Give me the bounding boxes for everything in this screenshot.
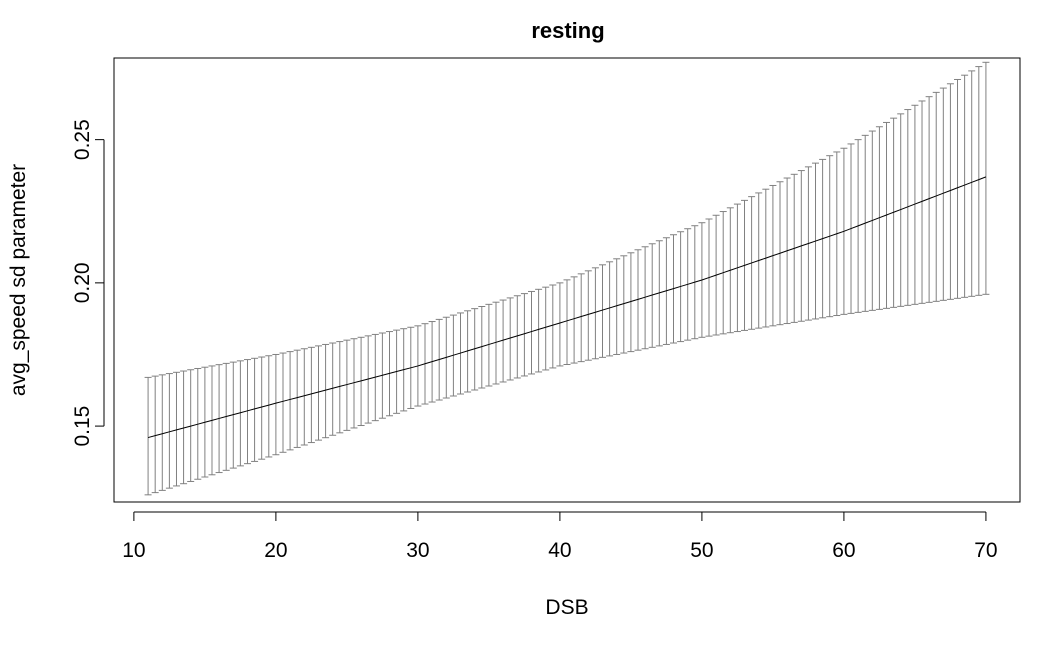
error-bar	[499, 299, 507, 383]
error-bar	[527, 290, 535, 375]
error-bar	[144, 376, 152, 496]
error-bar	[236, 360, 244, 467]
error-bar	[968, 70, 976, 297]
error-bar	[293, 349, 301, 448]
chart-title: resting	[531, 18, 604, 43]
error-bar	[954, 78, 962, 299]
error-bar	[535, 288, 543, 373]
error-bar	[563, 279, 571, 366]
error-bar	[577, 273, 585, 363]
error-bar	[975, 66, 983, 296]
error-bar	[322, 343, 330, 439]
y-tick-label: 0.20	[71, 262, 94, 303]
error-bar	[513, 295, 521, 379]
error-bar	[151, 375, 159, 494]
error-bar	[158, 374, 166, 491]
error-bar	[584, 270, 592, 361]
error-bar	[911, 104, 919, 305]
error-bar	[961, 74, 969, 298]
error-bar	[336, 341, 344, 434]
error-bar	[471, 308, 479, 391]
error-bar	[946, 83, 954, 300]
x-axis-label: DSB	[545, 596, 588, 619]
error-bar	[478, 305, 486, 389]
error-bar	[343, 339, 351, 431]
error-bar	[172, 371, 180, 487]
error-bar	[251, 357, 259, 462]
error-bar	[307, 346, 315, 444]
fit-line	[147, 176, 987, 439]
x-tick-label: 60	[832, 539, 855, 562]
error-bar	[243, 359, 251, 465]
y-axis: 0.15 0.20 0.25	[71, 119, 105, 447]
y-tick-label: 0.25	[71, 119, 94, 160]
error-bar	[606, 261, 614, 357]
error-bar	[932, 91, 940, 302]
error-bar	[300, 348, 308, 446]
error-bar	[357, 336, 365, 427]
x-tick-label: 30	[406, 539, 429, 562]
error-bar	[982, 61, 990, 295]
x-tick-label: 10	[122, 539, 145, 562]
x-tick-label: 50	[690, 539, 713, 562]
x-axis: 10 20 30 40 50 60 70	[122, 511, 998, 562]
error-bar	[485, 303, 493, 387]
error-bar	[492, 301, 500, 385]
error-bar	[925, 96, 933, 303]
y-tick-label: 0.15	[71, 406, 94, 447]
error-bar	[180, 370, 188, 485]
x-tick-label: 20	[264, 539, 287, 562]
error-bar	[599, 264, 607, 358]
error-bar	[258, 356, 266, 460]
error-bar	[279, 352, 287, 453]
x-tick-label: 70	[974, 539, 997, 562]
error-bar	[591, 267, 599, 360]
error-bar	[634, 249, 642, 351]
error-bar	[265, 355, 273, 458]
error-bar	[897, 113, 905, 307]
error-bar	[520, 293, 528, 377]
error-bar	[165, 373, 173, 489]
error-bars	[144, 61, 990, 496]
error-bar	[314, 345, 322, 441]
error-bar	[542, 286, 550, 371]
error-bar	[613, 258, 621, 355]
error-bar	[918, 100, 926, 304]
y-axis-label: avg_speed sd parameter	[7, 164, 30, 396]
error-bar	[549, 284, 557, 369]
plot-frame	[113, 57, 1021, 503]
error-bar	[904, 109, 912, 306]
error-bar	[627, 252, 635, 353]
error-bar	[570, 276, 578, 364]
error-bar	[272, 353, 280, 456]
x-tick-label: 40	[548, 539, 571, 562]
error-bar	[641, 246, 649, 350]
error-bar	[329, 342, 337, 436]
error-bar	[620, 255, 628, 354]
error-bar	[286, 351, 294, 451]
error-bar	[506, 297, 514, 381]
error-bar	[556, 282, 564, 367]
error-bar	[350, 338, 358, 429]
error-bar	[939, 87, 947, 301]
